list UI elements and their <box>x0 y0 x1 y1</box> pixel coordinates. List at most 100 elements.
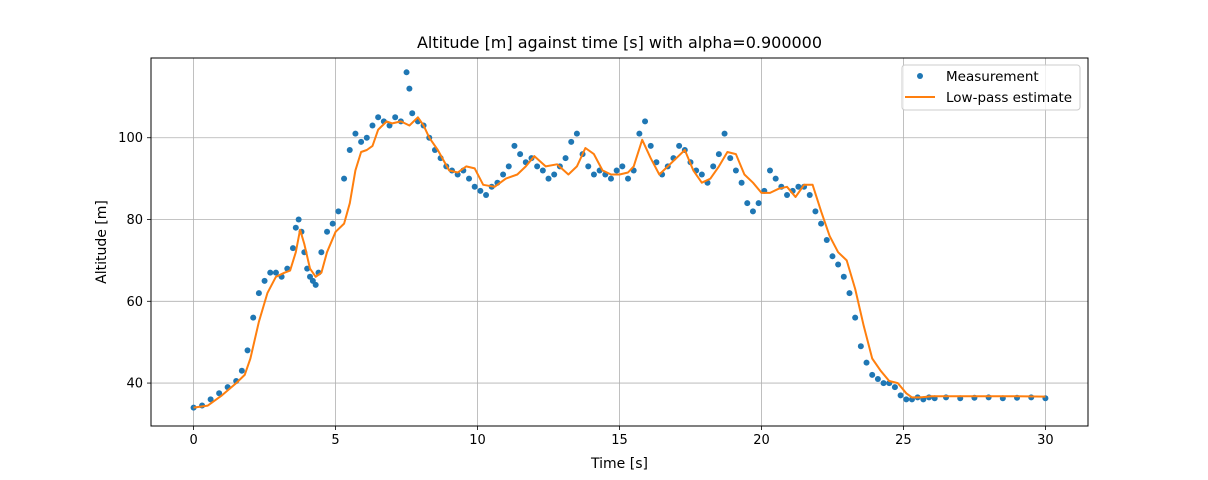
measurement-point <box>312 281 319 288</box>
measurement-point <box>642 118 649 125</box>
y-tick-label: 80 <box>126 213 143 228</box>
measurement-point <box>272 269 279 276</box>
measurement-point <box>318 249 325 256</box>
measurement-point <box>517 151 524 158</box>
measurement-point <box>829 253 836 260</box>
estimate-line <box>193 116 1046 409</box>
measurement-point <box>568 138 575 145</box>
measurement-point <box>409 110 416 117</box>
y-tick-label: 60 <box>126 295 143 310</box>
measurement-point <box>295 216 302 223</box>
x-tick-label: 25 <box>895 433 912 448</box>
measurement-point <box>244 347 251 354</box>
measurement-point <box>676 142 683 149</box>
measurement-point <box>835 261 842 268</box>
measurement-point <box>812 208 819 215</box>
measurement-point <box>710 163 717 170</box>
x-tick-label: 30 <box>1037 433 1054 448</box>
measurement-point <box>721 130 728 137</box>
y-axis-label: Altitude [m] <box>94 200 110 284</box>
measurement-point <box>818 220 825 227</box>
measurement-point <box>590 171 597 178</box>
legend-measurement-label: Measurement <box>946 69 1039 85</box>
x-tick-label: 0 <box>189 433 197 448</box>
legend-measurement-marker <box>917 73 923 79</box>
measurement-point <box>545 175 552 182</box>
measurement-point <box>477 187 484 194</box>
measurement-point <box>613 167 620 174</box>
measurement-point <box>874 375 881 382</box>
measurement-point <box>500 171 507 178</box>
axis-ticks: 0 5 10 15 20 25 30 40 60 80 100 <box>118 131 1054 448</box>
measurement-point <box>863 359 870 366</box>
measurement-point <box>207 396 214 403</box>
measurement-point <box>653 159 660 166</box>
measurement-point <box>840 273 847 280</box>
measurement-point <box>261 277 268 284</box>
measurement-point <box>823 236 830 243</box>
measurement-point <box>539 167 546 174</box>
measurement-point <box>857 343 864 350</box>
measurement-point <box>238 367 245 374</box>
measurement-point <box>392 114 399 121</box>
measurement-point <box>190 404 197 411</box>
x-tick-label: 10 <box>469 433 486 448</box>
measurement-point <box>766 167 773 174</box>
measurement-point <box>255 290 262 297</box>
measurement-point <box>324 228 331 235</box>
measurement-point <box>250 314 257 321</box>
measurement-point <box>846 290 853 297</box>
measurement-point <box>562 155 569 162</box>
measurement-point <box>852 314 859 321</box>
measurement-point <box>755 200 762 207</box>
x-tick-label: 5 <box>331 433 339 448</box>
measurement-point <box>772 175 779 182</box>
measurement-point <box>551 171 558 178</box>
measurement-point <box>406 85 413 92</box>
measurement-point <box>698 171 705 178</box>
measurement-point <box>749 208 756 215</box>
measurement-point <box>806 191 813 198</box>
measurement-point <box>727 155 734 162</box>
x-tick-label: 15 <box>611 433 628 448</box>
measurement-point <box>891 384 898 391</box>
y-tick-label: 100 <box>118 131 143 146</box>
measurement-point <box>619 163 626 170</box>
measurement-point <box>375 114 382 121</box>
measurement-point <box>880 380 887 387</box>
measurement-point <box>352 130 359 137</box>
measurement-point <box>358 138 365 145</box>
legend-box <box>901 64 1081 111</box>
measurement-point <box>647 142 654 149</box>
legend-estimate-label: Low-pass estimate <box>946 90 1072 106</box>
measurement-point <box>625 175 632 182</box>
measurement-point <box>363 134 370 141</box>
measurement-point <box>795 183 802 190</box>
measurement-point <box>466 175 473 182</box>
measurement-point <box>869 371 876 378</box>
measurement-point <box>329 220 336 227</box>
measurement-point <box>341 175 348 182</box>
measurement-point <box>505 163 512 170</box>
measurement-point <box>511 142 518 149</box>
measurement-point <box>636 130 643 137</box>
measurement-point <box>335 208 342 215</box>
chart-title: Altitude [m] against time [s] with alpha… <box>417 33 822 52</box>
x-tick-label: 20 <box>753 433 770 448</box>
measurement-point <box>744 200 751 207</box>
x-axis-label: Time [s] <box>590 456 648 472</box>
measurement-point <box>897 392 904 399</box>
measurement-point <box>738 179 745 186</box>
measurement-point <box>267 269 274 276</box>
measurement-point <box>573 130 580 137</box>
measurement-point <box>784 191 791 198</box>
measurement-point <box>369 122 376 129</box>
plot-area <box>190 69 1049 411</box>
measurement-point <box>292 224 299 231</box>
measurement-point <box>715 151 722 158</box>
grid <box>151 58 1088 426</box>
measurement-point <box>903 396 910 403</box>
measurement-point <box>216 390 223 397</box>
measurement-point <box>607 175 614 182</box>
